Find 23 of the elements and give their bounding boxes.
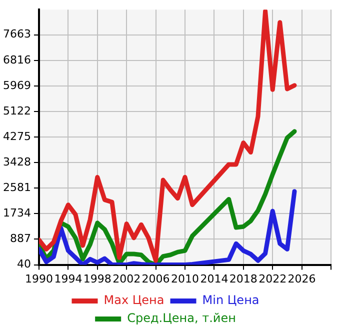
y-tick-label: 887 [10,232,31,246]
y-tick-label: 6816 [2,53,31,66]
y-tick-label: 3428 [2,155,31,168]
x-tick-label: 1998 [83,272,112,286]
x-tick-label: 2026 [288,272,316,286]
x-tick-label: 1990 [24,272,53,286]
y-tick-label: 5969 [2,78,31,92]
y-tick-label: 40 [16,258,31,271]
y-tick-label: 7663 [2,28,31,41]
y-tick-label: 1734 [2,206,31,220]
x-tick-label: 2010 [170,272,199,286]
x-tick-label: 2014 [200,272,228,286]
x-tick-label: 2022 [258,272,287,286]
legend-label: Сред.Цена, т.йен [127,311,236,326]
x-tick-label: 2018 [229,272,258,286]
y-tick-label: 2581 [2,181,31,194]
x-tick-label: 2002 [112,272,141,286]
y-tick-label: 5122 [2,104,31,118]
x-tick-label: 1994 [54,272,82,286]
legend-label: Max Цена [104,293,164,308]
x-tick-label: 2006 [142,272,170,286]
y-tick-label: 4275 [2,130,31,143]
legend-label: Min Цена [202,293,260,308]
